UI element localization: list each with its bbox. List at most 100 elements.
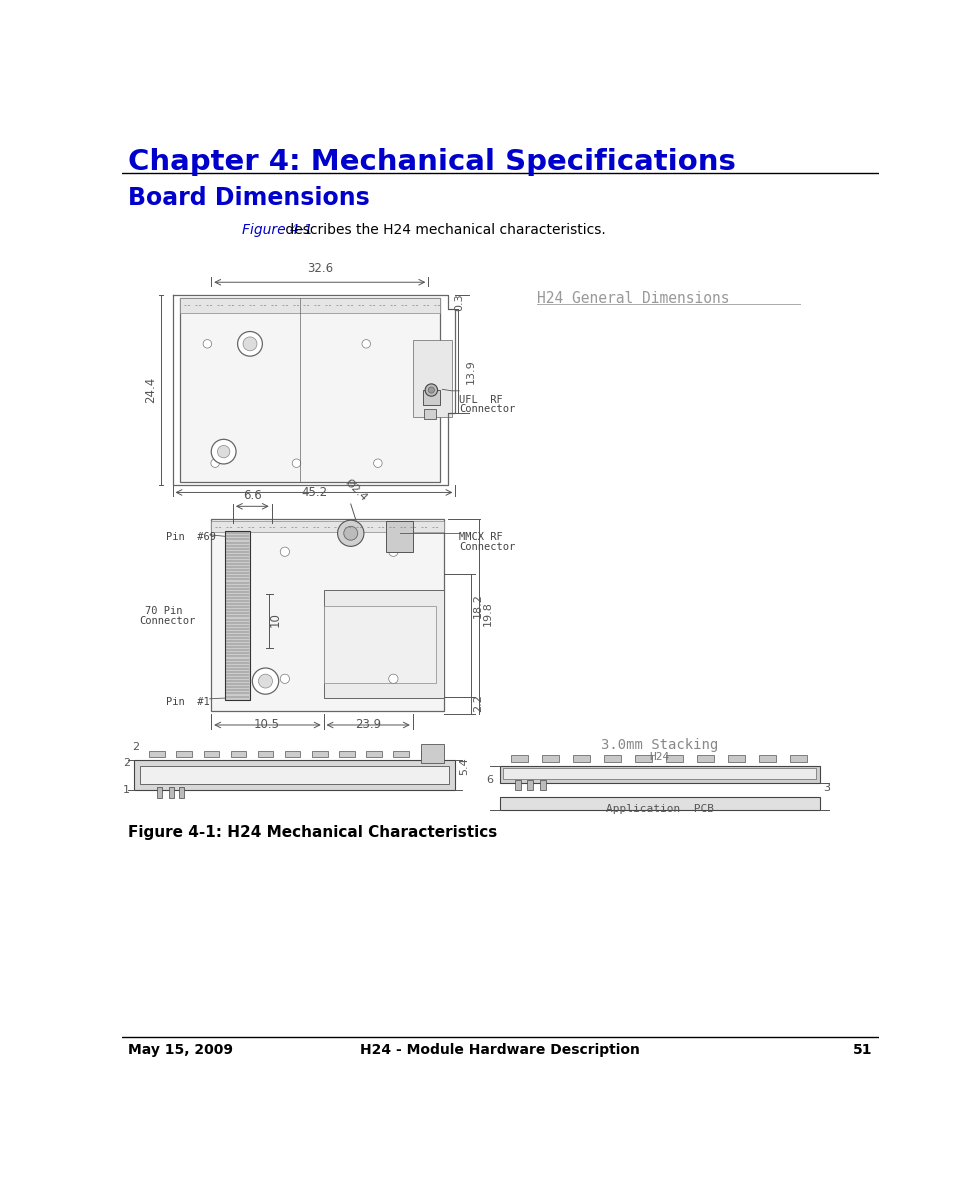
Bar bbox=[503, 768, 816, 779]
Text: Figure 4-1: Figure 4-1 bbox=[242, 223, 313, 237]
Bar bbox=[666, 755, 683, 762]
Text: H24 General Dimensions: H24 General Dimensions bbox=[536, 292, 729, 306]
Bar bbox=[511, 755, 529, 762]
Circle shape bbox=[211, 439, 236, 464]
Text: 45.2: 45.2 bbox=[301, 486, 327, 499]
Text: Ø2.4: Ø2.4 bbox=[343, 478, 369, 503]
Text: 10: 10 bbox=[269, 612, 282, 627]
Circle shape bbox=[237, 332, 263, 357]
Text: 10.5: 10.5 bbox=[254, 718, 280, 731]
Circle shape bbox=[243, 336, 257, 351]
Bar bbox=[527, 779, 532, 790]
Bar bbox=[542, 755, 559, 762]
Text: 3: 3 bbox=[824, 783, 830, 794]
Circle shape bbox=[203, 340, 212, 348]
Text: 70 Pin: 70 Pin bbox=[146, 606, 183, 615]
Bar bbox=[540, 779, 546, 790]
Bar bbox=[312, 752, 327, 758]
Circle shape bbox=[425, 384, 438, 396]
Circle shape bbox=[292, 458, 301, 467]
Bar bbox=[424, 408, 436, 419]
Text: 19.8: 19.8 bbox=[484, 601, 493, 626]
Text: Connector: Connector bbox=[139, 615, 195, 626]
Bar bbox=[258, 752, 274, 758]
Bar bbox=[698, 755, 714, 762]
Circle shape bbox=[259, 674, 273, 688]
Bar bbox=[728, 755, 745, 762]
Circle shape bbox=[344, 527, 358, 540]
Bar bbox=[394, 752, 409, 758]
Text: Board Dimensions: Board Dimensions bbox=[128, 186, 370, 209]
Bar bbox=[211, 518, 444, 711]
Bar bbox=[231, 752, 246, 758]
Bar bbox=[177, 752, 191, 758]
Bar bbox=[339, 752, 355, 758]
Text: Pin  #69: Pin #69 bbox=[166, 533, 216, 542]
Text: H24: H24 bbox=[649, 752, 669, 762]
Text: Connector: Connector bbox=[459, 542, 516, 552]
Bar bbox=[285, 752, 300, 758]
Bar bbox=[157, 788, 162, 798]
Bar bbox=[635, 755, 653, 762]
Bar bbox=[180, 298, 440, 482]
Text: Pin  #1: Pin #1 bbox=[166, 697, 210, 706]
Text: 2: 2 bbox=[123, 758, 130, 767]
Circle shape bbox=[389, 674, 398, 683]
Circle shape bbox=[218, 445, 230, 457]
Text: 0.3: 0.3 bbox=[454, 293, 464, 311]
Circle shape bbox=[362, 340, 370, 348]
Text: 18.2: 18.2 bbox=[473, 594, 484, 618]
Text: 3.0mm Stacking: 3.0mm Stacking bbox=[601, 737, 718, 752]
Bar bbox=[366, 752, 382, 758]
Bar bbox=[149, 752, 165, 758]
Text: 13.9: 13.9 bbox=[466, 359, 476, 384]
Bar bbox=[790, 755, 807, 762]
Circle shape bbox=[428, 387, 435, 393]
Bar bbox=[420, 752, 436, 758]
Text: describes the H24 mechanical characteristics.: describes the H24 mechanical characteris… bbox=[281, 223, 606, 237]
Bar bbox=[386, 521, 412, 552]
Text: 51: 51 bbox=[853, 1043, 872, 1057]
Text: 24.4: 24.4 bbox=[145, 377, 157, 402]
Text: H24 - Module Hardware Description: H24 - Module Hardware Description bbox=[361, 1043, 640, 1057]
Text: 5.4: 5.4 bbox=[459, 757, 469, 774]
Bar bbox=[140, 766, 449, 784]
Bar bbox=[412, 340, 451, 417]
Circle shape bbox=[389, 547, 398, 557]
Text: 6.6: 6.6 bbox=[243, 490, 262, 503]
Circle shape bbox=[373, 458, 382, 467]
Bar bbox=[515, 779, 522, 790]
Text: 2.2: 2.2 bbox=[473, 694, 484, 711]
Bar bbox=[604, 755, 621, 762]
Bar bbox=[180, 298, 440, 314]
Text: 32.6: 32.6 bbox=[307, 262, 333, 275]
Bar bbox=[420, 745, 444, 764]
Text: 2: 2 bbox=[133, 742, 140, 752]
Text: 1: 1 bbox=[123, 785, 130, 796]
Bar bbox=[323, 606, 436, 682]
Circle shape bbox=[211, 458, 220, 467]
Text: Connector: Connector bbox=[459, 403, 516, 414]
Text: May 15, 2009: May 15, 2009 bbox=[128, 1043, 234, 1057]
Bar bbox=[169, 788, 174, 798]
Text: Figure 4-1: H24 Mechanical Characteristics: Figure 4-1: H24 Mechanical Characteristi… bbox=[128, 825, 497, 840]
Bar bbox=[226, 531, 250, 700]
Bar bbox=[499, 766, 820, 783]
Bar bbox=[423, 390, 440, 406]
Text: UFL  RF: UFL RF bbox=[459, 395, 503, 405]
Text: 23.9: 23.9 bbox=[355, 718, 381, 731]
Bar bbox=[179, 788, 184, 798]
Text: Chapter 4: Mechanical Specifications: Chapter 4: Mechanical Specifications bbox=[128, 148, 737, 176]
Bar bbox=[573, 755, 590, 762]
Bar bbox=[134, 760, 455, 790]
Text: MMCX RF: MMCX RF bbox=[459, 533, 503, 542]
Circle shape bbox=[338, 521, 363, 546]
Bar bbox=[499, 796, 820, 810]
Circle shape bbox=[280, 547, 289, 557]
Bar bbox=[759, 755, 776, 762]
Bar bbox=[211, 521, 444, 533]
Bar bbox=[323, 590, 444, 698]
Text: Application  PCB: Application PCB bbox=[606, 804, 713, 814]
Text: 6: 6 bbox=[487, 776, 493, 785]
Circle shape bbox=[252, 668, 278, 694]
